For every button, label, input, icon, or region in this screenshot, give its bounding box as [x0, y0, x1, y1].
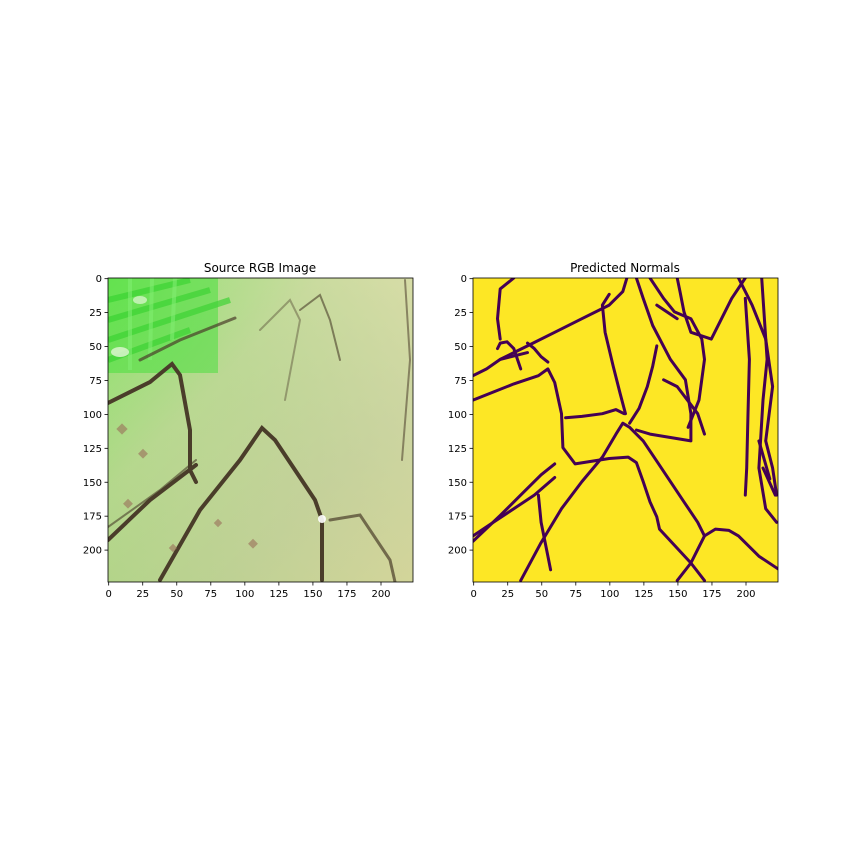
rgb-ytick-label: 0: [96, 274, 102, 285]
rgb-panel: Source RGB Image: [83, 261, 414, 600]
rgb-xtick-label: 150: [303, 589, 322, 600]
normals-ytick-label: 50: [454, 342, 467, 353]
rgb-xtick-label: 50: [170, 589, 183, 600]
normals-xtick-label: 0: [470, 589, 476, 600]
rgb-ytick-label: 175: [83, 512, 102, 523]
normals-edge-contour: [675, 278, 747, 341]
normals-xtick-label: 25: [501, 589, 514, 600]
normals-xtick-label: 200: [736, 589, 755, 600]
rgb-bottle-edges: [108, 279, 412, 582]
normals-panel: Predicted Normals 0 25 50 75 100 125 150 175 200…: [448, 261, 779, 600]
rgb-ytick-label: 25: [89, 308, 102, 319]
rgb-ytick-label: 50: [89, 342, 102, 353]
normals-edge-contour: [473, 367, 706, 582]
normals-edge-contour: [662, 378, 706, 436]
normals-xtick-label: 100: [600, 589, 619, 600]
normals-edge-contour: [743, 296, 751, 497]
rgb-axes-frame: [107, 277, 414, 583]
normals-edges: [473, 278, 778, 582]
rgb-xtick-label: 75: [204, 589, 217, 600]
normals-edge-contour: [473, 476, 557, 538]
rgb-xtick-label: 200: [371, 589, 390, 600]
normals-edge-contour: [675, 527, 778, 582]
rgb-ytick-label: 200: [83, 546, 102, 557]
normals-image: [473, 278, 778, 582]
rgb-ytick-label: 75: [89, 376, 102, 387]
rgb-ytick-label: 150: [83, 478, 102, 489]
normals-xtick-label: 50: [535, 589, 548, 600]
normals-ytick-label: 75: [454, 376, 467, 387]
normals-xtick-label: 125: [634, 589, 653, 600]
rgb-panel-title: Source RGB Image: [204, 261, 316, 275]
normals-edge-contour: [761, 466, 777, 497]
normals-edge-contour: [757, 439, 772, 481]
normals-xtick-label: 175: [702, 589, 721, 600]
normals-xtick-label: 75: [569, 589, 582, 600]
normals-edge-contour: [600, 292, 627, 416]
normals-edge-contour: [498, 351, 529, 361]
normals-ytick-label: 0: [461, 274, 467, 285]
normals-ytick-label: 100: [448, 410, 467, 421]
normals-edge-contour: [496, 278, 516, 341]
normals-edge-contour: [628, 344, 659, 425]
normals-edge-contour: [564, 408, 626, 420]
normals-ytick-label: 25: [454, 308, 467, 319]
normals-edge-contour: [634, 278, 693, 443]
rgb-axes-ticks: 0 25 50 75 100 125 150 175 200 0 25 50 75 100 125 150 17…: [83, 274, 391, 600]
rgb-ytick-label: 125: [83, 444, 102, 455]
rgb-ytick-label: 100: [83, 410, 102, 421]
normals-edge-contour: [519, 421, 706, 582]
rgb-xtick-label: 125: [269, 589, 288, 600]
rgb-glare: [318, 515, 326, 523]
rgb-crate: [108, 278, 231, 373]
normals-ytick-label: 175: [448, 512, 467, 523]
rgb-xtick-label: 100: [235, 589, 254, 600]
normals-ytick-label: 125: [448, 444, 467, 455]
rgb-xtick-label: 25: [136, 589, 149, 600]
normals-edge-contour: [648, 278, 706, 429]
normals-edge-contour: [526, 341, 550, 364]
normals-edge-contour: [655, 303, 679, 321]
normals-ytick-label: 150: [448, 478, 467, 489]
normals-panel-title: Predicted Normals: [570, 261, 680, 275]
normals-axes-frame: [472, 277, 779, 583]
rgb-xtick-label: 175: [337, 589, 356, 600]
normals-axes-ticks: 0 25 50 75 100 125 150 175 200 0 25 50 75 100 125 150 17…: [448, 274, 756, 600]
normals-edge-contour: [757, 278, 778, 524]
rgb-image: [108, 278, 413, 582]
normals-edge-contour: [737, 278, 778, 497]
normals-ytick-label: 200: [448, 546, 467, 557]
normals-background: [473, 278, 778, 582]
rgb-xtick-label: 0: [105, 589, 111, 600]
normals-edge-contour: [473, 278, 629, 378]
normals-xtick-label: 150: [668, 589, 687, 600]
